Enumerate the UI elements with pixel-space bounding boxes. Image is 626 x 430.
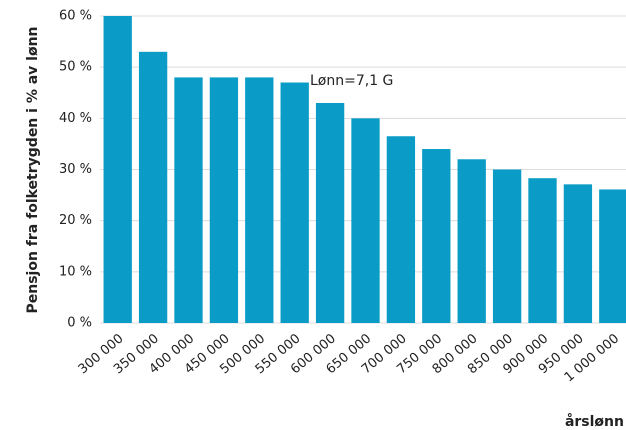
bar xyxy=(492,169,522,323)
bar xyxy=(315,102,345,323)
y-axis-label: Pensjon fra folketrygden i % av lønn xyxy=(25,26,41,313)
bar xyxy=(280,82,309,324)
bar xyxy=(245,77,274,324)
bar xyxy=(138,51,168,324)
y-tick-label: 50 % xyxy=(59,60,92,75)
bar xyxy=(386,136,416,323)
annotation: Lønn=7,1 G xyxy=(310,73,393,89)
y-tick-label: 60 % xyxy=(59,9,92,24)
bar xyxy=(174,77,203,324)
y-tick-label: 20 % xyxy=(59,213,92,228)
bar xyxy=(422,149,451,323)
y-tick-label: 40 % xyxy=(59,111,92,126)
x-axis-label: årslønn xyxy=(565,413,624,430)
bar xyxy=(528,178,557,323)
y-tick-label: 10 % xyxy=(59,264,92,279)
bar xyxy=(103,16,132,323)
y-tick-label: 30 % xyxy=(59,162,92,177)
bar xyxy=(209,77,239,324)
bar xyxy=(457,159,486,323)
bar xyxy=(599,189,626,323)
y-tick-label: 0 % xyxy=(67,316,92,331)
bar xyxy=(563,184,593,323)
bar xyxy=(351,118,380,323)
